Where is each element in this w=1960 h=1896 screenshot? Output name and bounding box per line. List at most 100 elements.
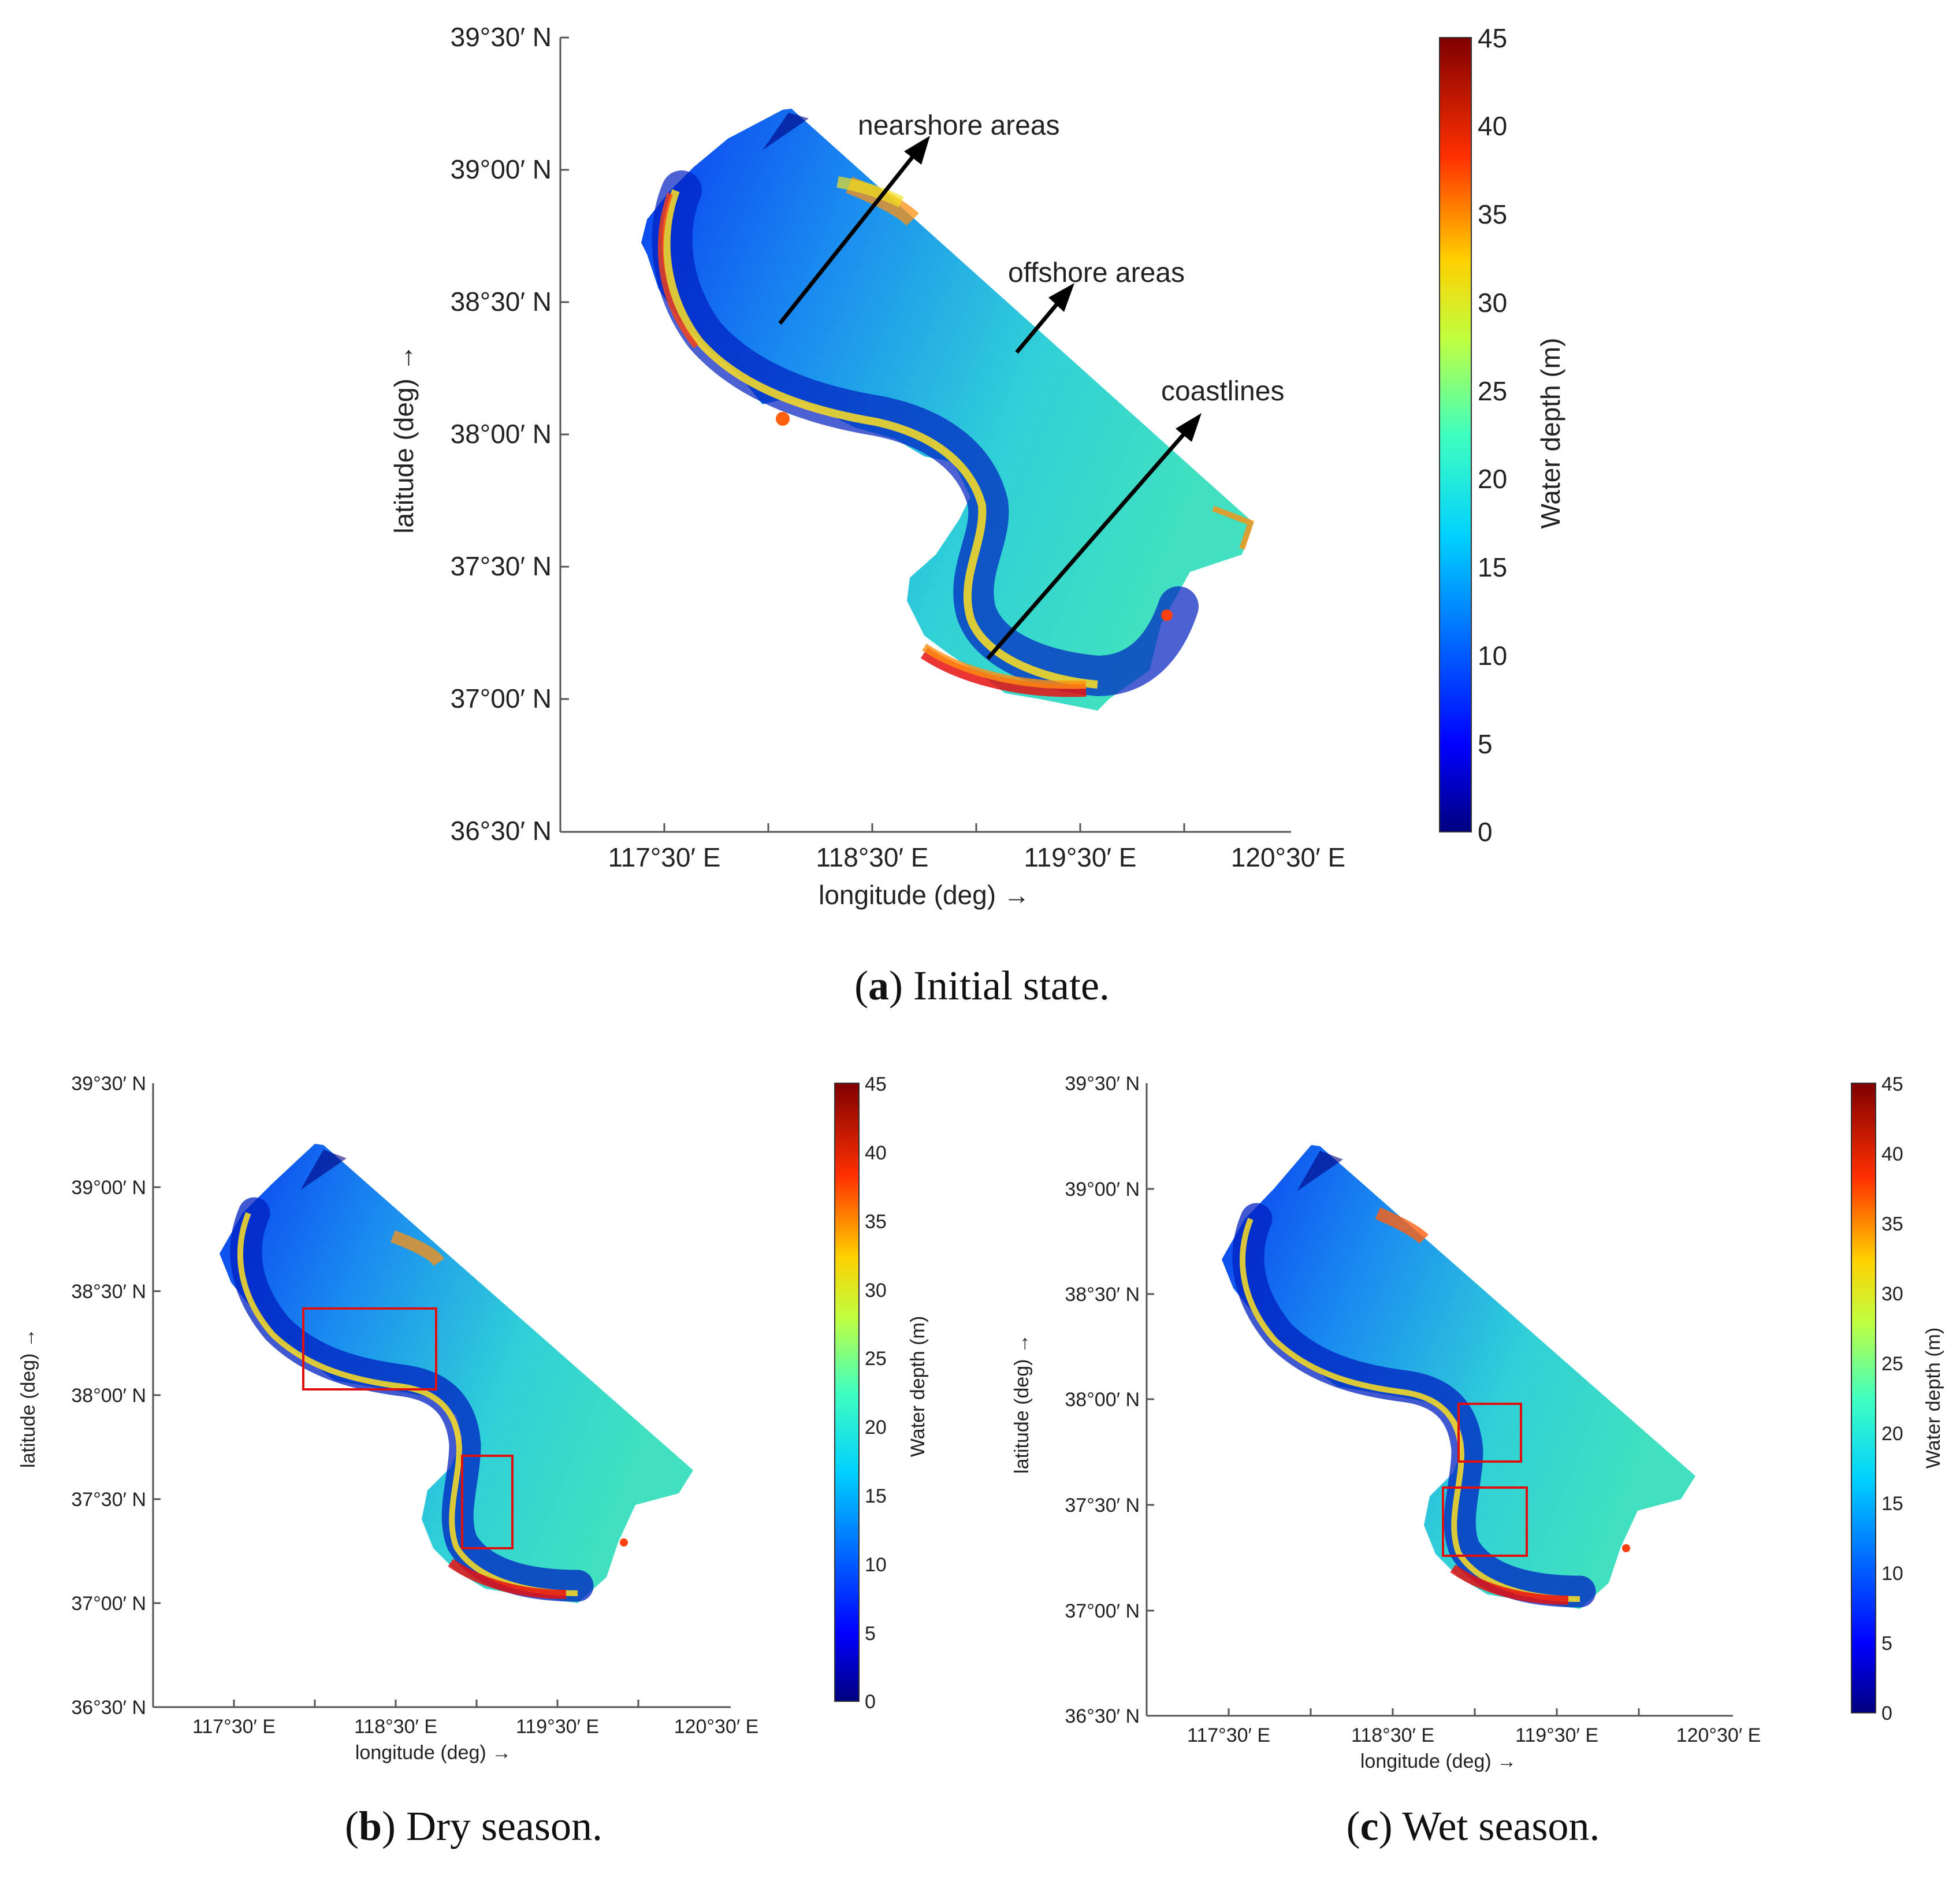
x-tick-labels-b: 117°30′ E 118°30′ E 119°30′ E 120°30′ E: [192, 1716, 758, 1738]
highlight-boxes-c: [1442, 1403, 1528, 1557]
colorbar-tick: 20: [1881, 1423, 1903, 1445]
colorbar-tick: 25: [1478, 376, 1507, 406]
bathymetry-map-a: [641, 109, 1255, 711]
colorbar-tick: 30: [1881, 1283, 1903, 1305]
y-tick-label: 37°30′ N: [71, 1489, 146, 1511]
bathymetry-map-b: [220, 1144, 693, 1603]
caption-letter: a: [868, 962, 890, 1009]
x-tick-label: 117°30′ E: [1187, 1724, 1270, 1746]
axes-b: [152, 1083, 731, 1708]
y-tick-label: 36°30′ N: [71, 1697, 146, 1719]
x-tick-label: 118°30′ E: [816, 842, 929, 872]
annotation-arrows-a: [778, 136, 1202, 660]
caption-text: Initial state.: [913, 962, 1110, 1009]
x-tick-label: 119°30′ E: [516, 1716, 599, 1738]
colorbar-tick: 45: [865, 1073, 887, 1095]
y-tick-label: 39°30′ N: [451, 22, 552, 52]
annotation-coastlines: coastlines: [1161, 376, 1284, 407]
colorbar-tick: 40: [1881, 1143, 1903, 1165]
colorbar-tick: 25: [865, 1348, 887, 1370]
panel-b-figure: 39°30′ N 39°00′ N 38°30′ N 38°00′ N 37°3…: [17, 1073, 929, 1764]
caption-text: Dry season.: [406, 1803, 602, 1849]
highlight-box: [1457, 1403, 1522, 1463]
panel-c-figure: 39°30′ N 39°00′ N 38°30′ N 38°00′ N 37°3…: [1011, 1073, 1944, 1772]
colorbar-label-c: Water depth (m): [1922, 1328, 1944, 1469]
y-axis-label-a: latitude (deg) →: [389, 344, 419, 533]
annotation-nearshore: nearshore areas: [858, 110, 1060, 141]
y-tick-label: 38°00′ N: [1065, 1389, 1140, 1411]
x-tick-label: 120°30′ E: [1676, 1724, 1761, 1746]
y-tick-label: 39°00′ N: [451, 154, 552, 184]
x-tick-label: 119°30′ E: [1515, 1724, 1598, 1746]
highlight-box: [1442, 1486, 1528, 1557]
caption-text: Wet season.: [1402, 1803, 1600, 1849]
x-tick-label: 120°30′ E: [1231, 842, 1345, 872]
colorbar-c: 45 40 35 30 25 20 15 10 5 0 Water depth …: [1851, 1073, 1944, 1724]
colorbar-tick: 0: [865, 1691, 876, 1713]
x-tick-label: 118°30′ E: [354, 1716, 437, 1738]
panel-a: nearshore areas offshore areas coastline…: [389, 22, 1565, 1009]
y-tick-label: 39°00′ N: [71, 1177, 146, 1199]
colorbar-a: 45 40 35 30 25 20 15 10 5 0 Water depth …: [1439, 23, 1565, 847]
panel-c: 39°30′ N 39°00′ N 38°30′ N 38°00′ N 37°3…: [999, 1040, 1958, 1895]
colorbar-tick: 35: [865, 1211, 887, 1233]
y-tick-label: 38°00′ N: [451, 419, 552, 449]
y-tick-labels-b: 39°30′ N 39°00′ N 38°30′ N 38°00′ N 37°3…: [71, 1073, 146, 1719]
colorbar-tick: 10: [865, 1554, 887, 1576]
colorbar-tick: 10: [1881, 1563, 1903, 1585]
y-tick-label: 37°00′ N: [71, 1593, 146, 1615]
highlight-boxes-b: [302, 1307, 514, 1549]
colorbar-tick: 35: [1478, 199, 1507, 229]
x-tick-labels-c: 117°30′ E 118°30′ E 119°30′ E 120°30′ E: [1187, 1724, 1761, 1746]
panel-b: 39°30′ N 39°00′ N 38°30′ N 38°00′ N 37°3…: [0, 1040, 982, 1895]
caption-c: (c) Wet season.: [1346, 1803, 1600, 1849]
colorbar-b: 45 40 35 30 25 20 15 10 5 0 Water depth …: [834, 1073, 929, 1713]
colorbar-tick: 30: [1478, 288, 1507, 318]
colorbar-tick: 10: [1478, 641, 1507, 671]
colorbar-tick: 5: [1881, 1633, 1892, 1655]
x-tick-label: 117°30′ E: [608, 842, 721, 872]
y-tick-label: 38°30′ N: [1065, 1284, 1140, 1306]
colorbar-tick: 5: [865, 1623, 876, 1645]
x-tick-label: 120°30′ E: [674, 1716, 759, 1738]
colorbar-tick: 5: [1478, 729, 1493, 759]
x-tick-label: 117°30′ E: [192, 1716, 276, 1738]
y-tick-label: 38°00′ N: [71, 1385, 146, 1407]
colorbar-label-b: Water depth (m): [907, 1316, 929, 1457]
axes-c: [1145, 1083, 1733, 1717]
colorbar-tick: 0: [1478, 817, 1493, 847]
y-axis-label-c: latitude (deg) →: [1011, 1334, 1033, 1474]
y-tick-label: 36°30′ N: [451, 816, 552, 846]
colorbar-tick: 20: [865, 1417, 887, 1438]
annotation-offshore: offshore areas: [1008, 258, 1185, 288]
y-tick-label: 37°30′ N: [1065, 1495, 1140, 1516]
colorbar-tick: 0: [1881, 1702, 1892, 1724]
colorbar-tick: 35: [1881, 1213, 1903, 1235]
colorbar-tick: 45: [1478, 23, 1507, 53]
colorbar-tick: 40: [865, 1142, 887, 1164]
colorbar-tick: 15: [865, 1485, 887, 1507]
y-tick-label: 38°30′ N: [71, 1281, 146, 1303]
caption-a: (a) Initial state.: [854, 962, 1110, 1009]
colorbar-tick: 40: [1478, 111, 1507, 141]
colorbar-tick: 20: [1478, 464, 1507, 494]
y-tick-label: 36°30′ N: [1065, 1705, 1140, 1727]
y-axis-label-b: latitude (deg) →: [17, 1328, 39, 1468]
x-axis-label-a: longitude (deg) →: [819, 880, 1030, 910]
caption-letter: c: [1360, 1803, 1379, 1849]
highlight-box: [302, 1307, 437, 1391]
colorbar-tick: 15: [1881, 1493, 1903, 1515]
y-tick-label: 37°30′ N: [451, 551, 552, 581]
axes-a: [559, 36, 1291, 833]
caption-b: (b) Dry season.: [345, 1803, 602, 1849]
colorbar-tick: 25: [1881, 1353, 1903, 1375]
x-tick-label: 119°30′ E: [1024, 842, 1137, 872]
y-tick-labels-c: 39°30′ N 39°00′ N 38°30′ N 38°00′ N 37°3…: [1065, 1073, 1140, 1727]
x-tick-label: 118°30′ E: [1351, 1724, 1434, 1746]
bathymetry-map-c: [1222, 1145, 1695, 1609]
y-tick-label: 37°00′ N: [451, 683, 552, 713]
x-axis-label-b: longitude (deg) →: [355, 1742, 511, 1764]
caption-letter: b: [359, 1803, 382, 1849]
y-tick-labels-a: 39°30′ N 39°00′ N 38°30′ N 38°00′ N 37°3…: [451, 22, 552, 846]
y-tick-label: 37°00′ N: [1065, 1600, 1140, 1622]
